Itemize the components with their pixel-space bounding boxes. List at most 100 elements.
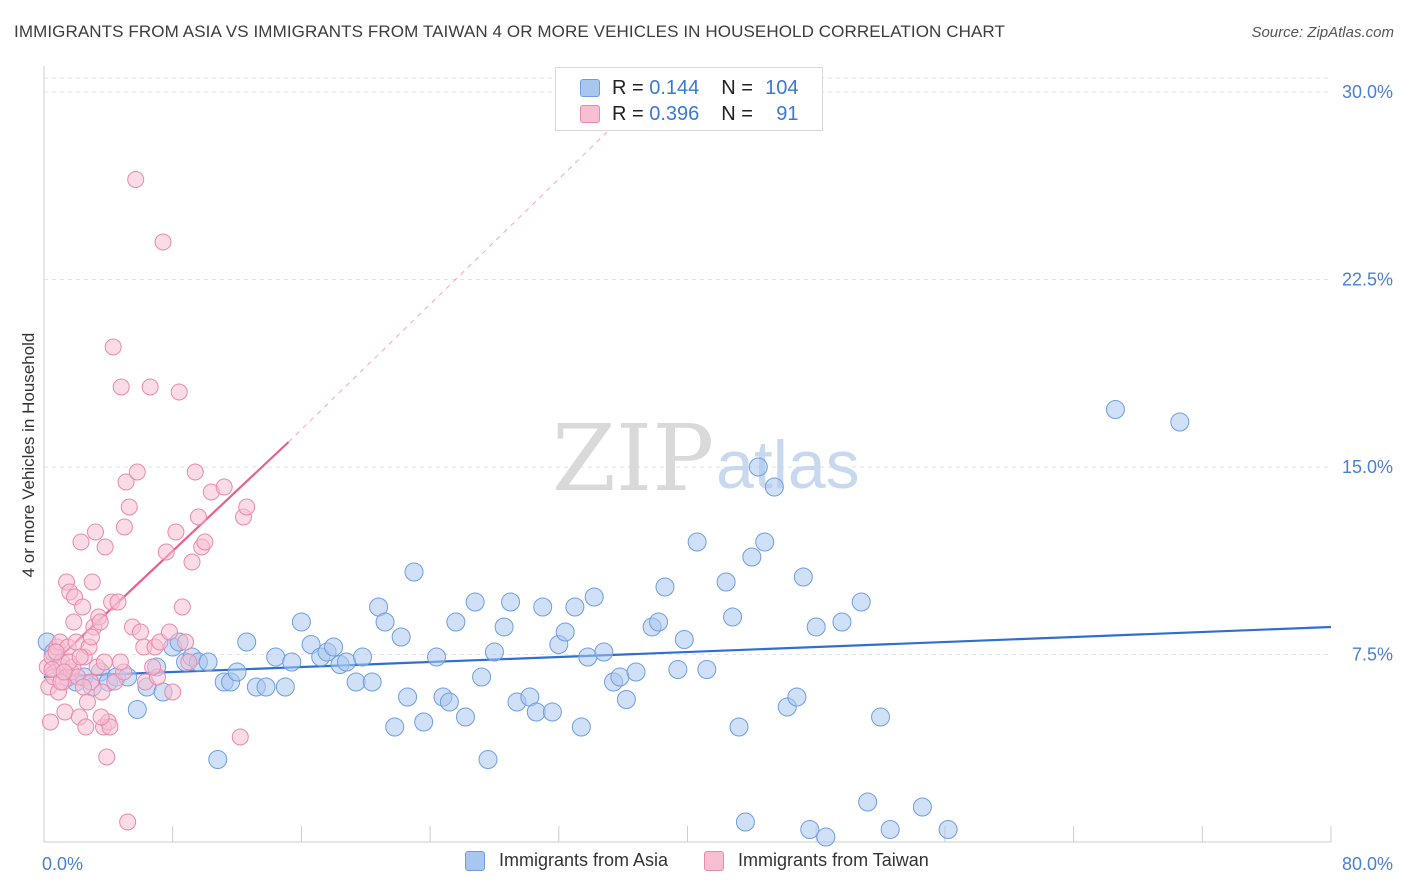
y-tick-label: 15.0% [1342, 457, 1393, 477]
axes [43, 66, 1332, 843]
point-taiwan [127, 171, 145, 188]
point-taiwan [144, 658, 162, 676]
point-asia [649, 612, 669, 632]
point-asia [616, 690, 636, 709]
point-asia [912, 797, 932, 817]
chart-title: IMMIGRANTS FROM ASIA VS IMMIGRANTS FROM … [14, 22, 1005, 41]
trend-line-asia [43, 625, 1332, 679]
point-asia [472, 667, 492, 687]
y-tick-label: 7.5% [1352, 645, 1393, 665]
point-asia [346, 672, 366, 692]
y-tick-labels: 7.5% 15.0% 22.5% 30.0% [1342, 82, 1393, 665]
legend-swatch-taiwan [704, 850, 725, 871]
point-taiwan [141, 378, 159, 396]
point-taiwan [56, 703, 74, 721]
legend-label-taiwan: Immigrants from Taiwan [738, 850, 929, 870]
legend-n-label: N = [721, 102, 753, 125]
point-taiwan [238, 498, 256, 516]
point-taiwan [82, 628, 100, 646]
stats-legend: R = 0.144 N = 104 R = 0.396 N = 91 [555, 67, 823, 131]
point-asia [256, 677, 276, 697]
point-taiwan [177, 633, 195, 651]
point-asia [793, 567, 813, 587]
point-asia [266, 647, 286, 667]
legend-r-label: R = [612, 76, 644, 99]
x-tick-labels: 0.0% 80.0% [42, 854, 1393, 874]
y-axis-label: 4 or more Vehicles in Household [19, 333, 38, 578]
point-taiwan [157, 543, 175, 561]
point-taiwan [173, 598, 191, 616]
point-asia [324, 637, 344, 657]
point-asia [282, 652, 302, 672]
point-asia [427, 647, 447, 667]
point-asia [816, 827, 836, 847]
point-asia [385, 717, 405, 737]
point-asia [938, 820, 958, 839]
point-asia [735, 812, 755, 832]
legend-item-taiwan: Immigrants from Taiwan [704, 850, 929, 871]
point-taiwan [164, 683, 182, 701]
point-taiwan [93, 683, 111, 701]
point-taiwan [74, 678, 92, 696]
point-asia [227, 662, 247, 682]
point-asia [275, 677, 295, 697]
point-asia [455, 707, 475, 727]
point-taiwan [112, 378, 130, 396]
point-asia [578, 647, 598, 667]
point-taiwan [96, 538, 114, 556]
watermark-zip: ZIP [552, 405, 714, 512]
point-asia [336, 652, 356, 672]
point-asia [542, 702, 562, 722]
y-tick-label: 30.0% [1342, 82, 1393, 102]
point-taiwan [170, 383, 188, 401]
point-taiwan [119, 813, 137, 831]
legend-n-value: 91 [776, 102, 799, 125]
point-taiwan [180, 653, 198, 671]
legend-n-value: 104 [765, 76, 799, 99]
point-asia [832, 612, 852, 632]
point-asia [787, 687, 807, 707]
data-points [37, 171, 1190, 847]
point-asia [414, 712, 434, 732]
point-taiwan [71, 648, 89, 666]
point-taiwan [117, 473, 135, 491]
legend-n-label: N = [721, 76, 753, 99]
point-asia [353, 647, 373, 667]
point-taiwan [72, 533, 90, 551]
point-taiwan [78, 693, 96, 711]
point-asia [687, 532, 707, 552]
point-taiwan [92, 708, 110, 726]
point-asia [626, 662, 646, 682]
point-asia [594, 642, 614, 662]
point-asia [362, 672, 382, 692]
point-taiwan [115, 518, 133, 536]
point-taiwan [196, 533, 214, 551]
point-taiwan [120, 498, 138, 516]
point-asia [748, 457, 768, 477]
point-asia [668, 660, 688, 679]
point-taiwan [55, 663, 73, 681]
point-asia [533, 597, 553, 617]
legend-row-taiwan: R = 0.396 N = 91 [580, 101, 799, 127]
point-asia [301, 635, 321, 654]
point-taiwan [132, 623, 150, 641]
point-asia [398, 687, 418, 707]
point-taiwan [95, 653, 113, 671]
point-taiwan [65, 613, 83, 631]
point-asia [729, 717, 749, 737]
legend-swatch-asia [580, 79, 600, 97]
point-taiwan [215, 478, 233, 496]
point-asia [198, 652, 218, 672]
point-asia [526, 702, 546, 722]
point-taiwan [186, 463, 204, 481]
grid-lines [44, 77, 1331, 655]
point-taiwan [77, 718, 95, 736]
point-asia [880, 820, 900, 839]
point-asia [446, 612, 466, 632]
legend-item-asia: Immigrants from Asia [465, 850, 668, 871]
point-taiwan [91, 613, 109, 631]
point-asia [764, 477, 784, 497]
point-taiwan [74, 598, 92, 616]
source-label: Source: ZipAtlas.com [1251, 24, 1394, 41]
point-asia [375, 612, 395, 632]
